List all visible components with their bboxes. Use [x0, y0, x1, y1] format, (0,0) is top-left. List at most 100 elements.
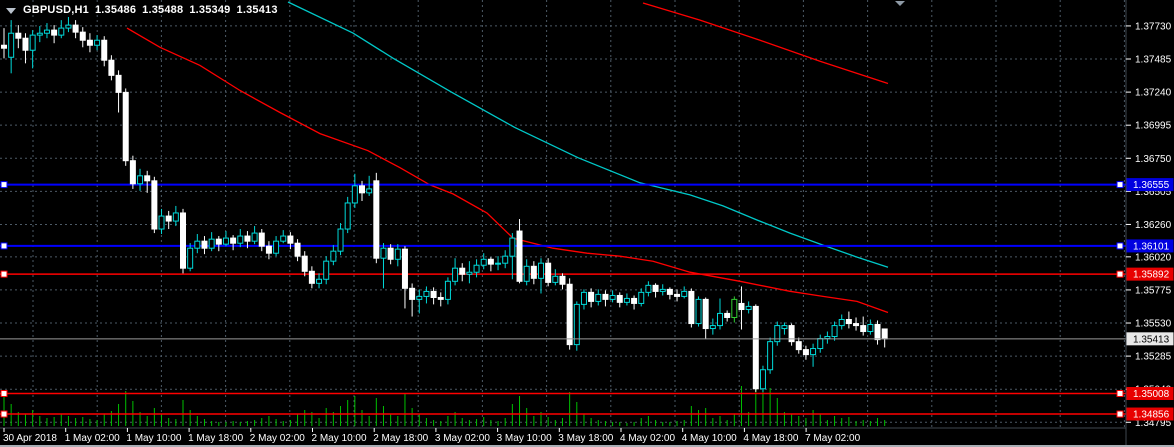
- bull-candle: [595, 293, 602, 302]
- bull-candle: [8, 32, 15, 58]
- price-tick-label: 1.35530: [1135, 319, 1172, 330]
- bear-candle: [308, 270, 315, 284]
- bear-candle: [545, 262, 552, 283]
- bull-candle: [495, 262, 502, 265]
- bear-candle: [752, 305, 759, 390]
- ma-slow-cyan: [287, 1, 889, 268]
- line-right-marker[interactable]: [1116, 390, 1124, 398]
- price-tick-label: 1.36750: [1135, 154, 1172, 165]
- line-right-marker[interactable]: [1116, 181, 1124, 189]
- ohlc-open-value: 1.35486: [94, 4, 137, 16]
- time-tick-label: 3 May 02:00: [435, 433, 490, 444]
- bear-candle: [530, 265, 537, 279]
- bull-candle: [731, 298, 738, 318]
- bull-candle: [416, 295, 423, 300]
- line-left-marker[interactable]: [0, 270, 8, 278]
- price-tick-label: 1.35775: [1135, 285, 1172, 296]
- bear-candle: [373, 180, 380, 259]
- bull-candle: [58, 27, 65, 36]
- bear-candle: [853, 323, 860, 327]
- line-left-marker[interactable]: [0, 242, 8, 250]
- grid-layer: [0, 0, 1126, 427]
- bull-candle: [208, 238, 215, 249]
- line-right-marker[interactable]: [1116, 410, 1124, 418]
- bear-candle: [616, 294, 623, 303]
- price-badge-label: 1.36555: [1133, 180, 1170, 191]
- time-tick-label: 4 May 18:00: [743, 433, 798, 444]
- time-axis[interactable]: 30 Apr 2018 1 May 02:00 1 May 10:00 1 May 1…: [3, 428, 861, 444]
- bear-candle: [215, 238, 222, 245]
- bull-candle: [695, 298, 702, 325]
- bull-candle: [194, 240, 201, 249]
- bull-candle: [344, 202, 351, 230]
- price-tick-label: 1.37485: [1135, 55, 1172, 66]
- bull-candle: [509, 237, 516, 257]
- line-right-marker[interactable]: [1116, 270, 1124, 278]
- time-tick-label: 2 May 10:00: [312, 433, 367, 444]
- price-tick-label: 1.35285: [1135, 352, 1172, 363]
- bear-candle: [359, 185, 365, 194]
- bull-candle: [523, 265, 530, 282]
- ma-fast-red: [126, 27, 889, 314]
- bear-candle: [22, 37, 29, 51]
- bear-candle: [115, 74, 122, 93]
- bull-candle: [323, 260, 330, 280]
- bear-candle: [230, 237, 237, 244]
- bear-candle: [122, 91, 129, 162]
- bear-candle: [559, 275, 566, 285]
- line-left-marker[interactable]: [0, 390, 8, 398]
- bull-candle: [745, 305, 752, 311]
- time-tick-label: 2 May 02:00: [250, 433, 305, 444]
- symbol-timeframe-label: GBPUSD,H1: [23, 4, 89, 16]
- bear-candle: [244, 235, 251, 242]
- price-tick-label: 1.36260: [1135, 220, 1172, 231]
- time-tick-label: 2 May 18:00: [373, 433, 428, 444]
- price-badge-red: [1126, 267, 1174, 281]
- line-left-marker[interactable]: [0, 181, 8, 189]
- window-bottom-edge: [0, 445, 1174, 447]
- bull-candle: [831, 325, 838, 338]
- bear-candle: [72, 24, 79, 33]
- line-left-marker[interactable]: [0, 410, 8, 418]
- bull-candle: [366, 188, 373, 194]
- line-right-marker[interactable]: [1116, 242, 1124, 250]
- bull-candle: [580, 291, 587, 305]
- bear-candle: [265, 245, 272, 254]
- bull-candle: [65, 24, 72, 29]
- bear-candle: [409, 287, 416, 300]
- time-tick-label: 4 May 02:00: [620, 433, 675, 444]
- bull-candle: [452, 267, 459, 282]
- bear-candle: [487, 258, 494, 265]
- bull-candle: [137, 175, 144, 185]
- bull-candle: [645, 284, 652, 293]
- price-tick-label: 1.37240: [1135, 88, 1172, 99]
- price-tick-label: 1.36505: [1135, 187, 1172, 198]
- bull-candle: [237, 235, 244, 244]
- bull-candle: [280, 235, 287, 242]
- price-tick-label: 1.37730: [1135, 21, 1172, 32]
- bull-candle: [273, 240, 280, 254]
- bull-candle: [623, 297, 630, 303]
- bear-candle: [666, 288, 673, 295]
- bear-candle: [631, 297, 638, 304]
- bear-candle: [387, 247, 394, 260]
- price-axis[interactable]: 1.37730 1.37485 1.37240 1.36995 1.36750 1.365…: [1126, 21, 1174, 429]
- ma-long-red: [642, 2, 889, 85]
- bull-candle: [36, 32, 43, 36]
- bull-candle: [29, 34, 36, 51]
- time-tick-label: 4 May 10:00: [682, 433, 737, 444]
- bull-candle: [172, 212, 179, 222]
- bear-candle: [129, 160, 136, 185]
- bull-candle: [573, 303, 580, 346]
- bull-candle: [681, 290, 688, 297]
- time-tick-label: 1 May 18:00: [188, 433, 243, 444]
- price-badge-red: [1126, 387, 1174, 401]
- chart-title: GBPUSD,H1 1.35486 1.35488 1.35349 1.3541…: [6, 4, 284, 16]
- candles-layer: [1, 17, 888, 392]
- bull-candle: [222, 237, 229, 245]
- price-badge-blue: [1126, 178, 1174, 192]
- ohlc-high-value: 1.35488: [142, 4, 184, 16]
- price-badge-red: [1126, 407, 1174, 421]
